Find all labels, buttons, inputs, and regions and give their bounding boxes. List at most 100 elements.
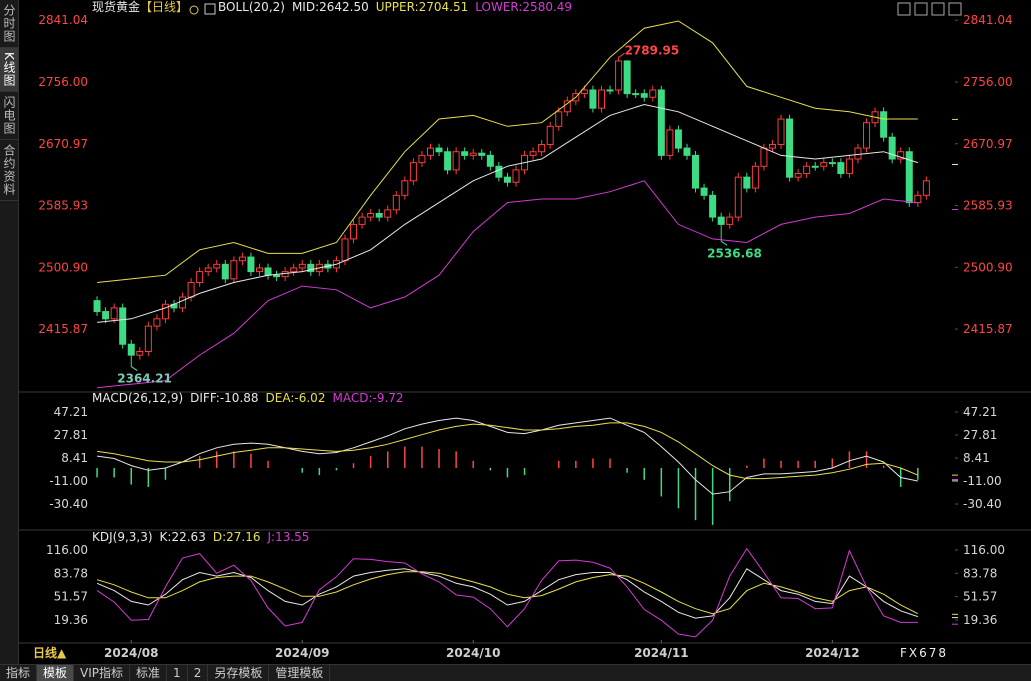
candle-body — [247, 256, 255, 273]
y-tick-label: 27.81 — [54, 428, 88, 442]
candle-body — [597, 89, 605, 109]
indicator-line — [97, 417, 918, 495]
candle-body — [153, 318, 161, 327]
annotation-leader — [720, 240, 728, 246]
indicator-label: DEA: — [266, 391, 295, 405]
candle-body — [384, 209, 392, 218]
x-tick-label: 2024/11 — [634, 646, 688, 660]
indicator-value: 2642.50 — [319, 0, 369, 14]
indicator-value: 2704.51 — [419, 0, 469, 14]
y-tick-label: 2500.90 — [963, 260, 1013, 274]
candle-body — [375, 212, 383, 218]
sidebar-tab[interactable]: K线图 — [0, 48, 18, 92]
indicator-label: K: — [160, 530, 172, 544]
candle-body — [426, 147, 434, 156]
candle-body — [461, 151, 469, 156]
panel-header: 现货黄金【日线】 BOLL(20,2) MID:2642.50 UPPER:2704.… — [92, 0, 572, 14]
y-tick-label: 2841.04 — [38, 13, 88, 27]
indicator-label: MID: — [292, 0, 319, 14]
toolbar-tab[interactable]: 指标 — [0, 665, 38, 681]
indicator-line — [96, 571, 919, 615]
candle-body — [589, 89, 597, 109]
toolbar-tab[interactable]: VIP指标 — [74, 665, 131, 681]
y-tick-label: 47.21 — [54, 405, 88, 419]
candle-body — [649, 89, 657, 98]
indicator-value: 22.63 — [171, 530, 205, 544]
toolbar-tab[interactable]: 1 — [167, 665, 188, 681]
candle-body — [307, 263, 315, 273]
sidebar-tab[interactable]: 合约资料 — [0, 140, 18, 201]
candle-body — [127, 343, 135, 356]
indicator-label: J: — [266, 530, 275, 544]
candle-body — [503, 176, 511, 183]
toolbar-tab[interactable]: 另存模板 — [208, 665, 270, 681]
candle-body — [777, 118, 785, 145]
annotation-leader — [618, 52, 625, 58]
candle-body — [367, 212, 375, 218]
annotation-label: 2536.68 — [707, 246, 762, 260]
candle-body — [811, 165, 819, 168]
candle-body — [922, 180, 930, 196]
y-tick-label: 2670.97 — [963, 137, 1013, 151]
candle-body — [290, 267, 298, 273]
sidebar-tab[interactable]: 闪电图 — [0, 92, 18, 140]
toolbar-tab[interactable]: 模板 — [37, 665, 75, 681]
candle-body — [820, 162, 828, 167]
candle-body — [144, 325, 152, 352]
period-tag: 【日线】 — [140, 0, 188, 14]
candle-body — [623, 60, 631, 95]
y-tick-label: 83.78 — [963, 566, 997, 580]
y-tick-label: 2415.87 — [963, 322, 1013, 336]
x-tick-label: 2024/08 — [104, 646, 158, 660]
sidebar-tab[interactable]: 分时图 — [0, 0, 18, 48]
indicator-icon[interactable] — [204, 3, 216, 15]
annotation-label: 2364.21 — [117, 372, 172, 386]
candle-body — [486, 154, 494, 167]
candle-body — [555, 111, 563, 127]
indicator-name: KDJ(9,3,3) — [92, 530, 153, 544]
candle-body — [102, 311, 110, 320]
y-tick-label: 19.36 — [963, 613, 997, 627]
candle-body — [418, 154, 426, 164]
y-tick-label: -30.40 — [963, 497, 1002, 511]
control-icon[interactable] — [897, 2, 911, 16]
y-tick-label: 116.00 — [46, 543, 88, 557]
period-label[interactable]: 日线▲ — [33, 645, 67, 660]
y-tick-label: 2670.97 — [38, 137, 88, 151]
candle-body — [615, 60, 623, 91]
candle-body — [341, 238, 349, 262]
candle-body — [478, 152, 486, 156]
toolbar: 指标 模板 VIP指标 标准 1 2 另存模板 管理模板 — [0, 664, 1031, 681]
candle-body — [709, 194, 717, 218]
candle-body — [161, 303, 169, 320]
candle-body — [350, 223, 358, 240]
candle-body — [435, 147, 443, 153]
candle-body — [273, 274, 281, 278]
watermark: FX678 — [900, 646, 948, 660]
candle-body — [734, 176, 742, 218]
add-icon[interactable] — [189, 5, 199, 15]
candle-body — [187, 281, 195, 298]
panel-header: KDJ(9,3,3) K:22.63 D:27.16 J:13.55 — [92, 530, 309, 544]
toolbar-tab[interactable]: 2 — [188, 665, 209, 681]
candle-body — [888, 136, 896, 160]
candle-body — [255, 267, 263, 273]
candle-body — [136, 351, 144, 356]
control-icon[interactable] — [931, 2, 945, 16]
candle-body — [512, 169, 520, 183]
control-icon[interactable] — [948, 2, 962, 16]
toolbar-tab[interactable]: 标准 — [130, 665, 168, 681]
y-tick-label: 116.00 — [963, 543, 1005, 557]
candle-body — [495, 165, 503, 178]
x-tick-label: 2024/09 — [275, 646, 329, 660]
candle-body — [469, 152, 477, 156]
candle-body — [452, 151, 460, 171]
indicator-name: MACD(26,12,9) — [92, 391, 183, 405]
candle-body — [238, 256, 246, 262]
y-tick-label: -30.40 — [49, 497, 88, 511]
control-icon[interactable] — [914, 2, 928, 16]
indicator-label: MACD: — [332, 391, 372, 405]
candle-body — [674, 129, 682, 149]
candle-body — [726, 216, 734, 225]
toolbar-tab[interactable]: 管理模板 — [269, 665, 331, 681]
